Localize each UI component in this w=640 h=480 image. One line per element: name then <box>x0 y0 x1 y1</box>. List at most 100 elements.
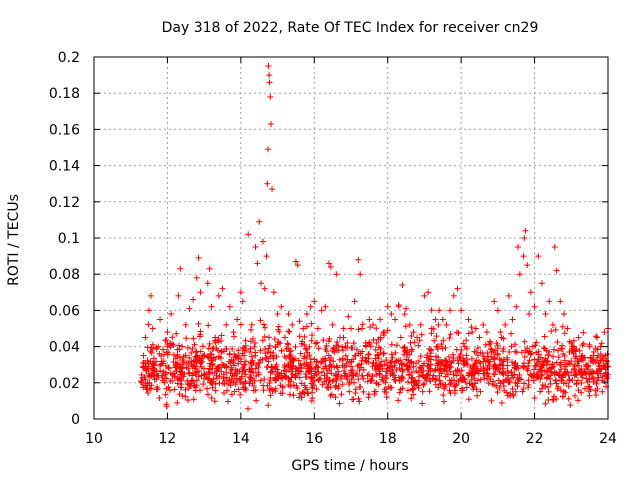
data-point <box>389 354 396 361</box>
data-point <box>538 367 545 374</box>
data-point <box>351 298 358 305</box>
data-point <box>432 366 439 373</box>
data-point <box>518 376 525 383</box>
data-point <box>408 379 415 386</box>
data-point <box>258 280 265 287</box>
data-point <box>171 370 178 377</box>
data-point <box>274 311 281 318</box>
data-point <box>204 280 211 287</box>
data-point <box>442 362 449 369</box>
data-point <box>251 377 258 384</box>
data-point <box>485 380 492 387</box>
data-point <box>315 345 322 352</box>
data-point <box>237 321 244 328</box>
data-point <box>542 355 549 362</box>
data-point <box>435 384 442 391</box>
data-point <box>313 371 320 378</box>
data-point <box>276 372 283 379</box>
data-point <box>205 322 212 329</box>
data-point <box>269 186 276 193</box>
data-point <box>356 362 363 369</box>
y-tick-label: 0 <box>71 412 80 428</box>
data-point <box>177 363 184 370</box>
data-point <box>191 341 198 348</box>
data-point <box>185 360 192 367</box>
data-point <box>472 359 479 366</box>
data-point <box>388 351 395 358</box>
x-tick-labels: 10 12 14 16 18 20 22 24 <box>85 431 617 447</box>
data-point <box>455 329 462 336</box>
data-point <box>561 352 568 359</box>
data-point <box>504 370 511 377</box>
data-point <box>247 368 254 375</box>
data-point <box>553 380 560 387</box>
data-point <box>532 362 539 369</box>
data-point <box>574 358 581 365</box>
data-point <box>473 357 480 364</box>
data-point <box>453 329 460 336</box>
data-point <box>160 358 167 365</box>
data-point <box>308 320 315 327</box>
data-point <box>184 344 191 351</box>
data-point <box>146 307 153 314</box>
data-point <box>142 383 149 390</box>
data-point <box>526 311 533 318</box>
data-point <box>576 347 583 354</box>
data-point <box>285 311 292 318</box>
data-point <box>154 384 161 391</box>
data-point <box>397 334 404 341</box>
data-point <box>190 296 197 303</box>
data-point <box>371 391 378 398</box>
data-point <box>160 346 167 353</box>
data-point <box>420 368 427 375</box>
data-point <box>512 341 519 348</box>
data-point <box>579 374 586 381</box>
data-point <box>497 361 504 368</box>
data-point <box>419 362 426 369</box>
data-point <box>582 361 589 368</box>
data-point <box>471 348 478 355</box>
data-point <box>379 376 386 383</box>
data-point <box>153 358 160 365</box>
data-point <box>483 329 490 336</box>
data-point <box>480 358 487 365</box>
data-point <box>595 360 602 367</box>
data-point <box>184 397 191 404</box>
data-point <box>272 374 279 381</box>
data-point <box>326 363 333 370</box>
data-point <box>393 342 400 349</box>
data-point <box>418 331 425 338</box>
data-point <box>138 379 145 386</box>
data-point <box>549 396 556 403</box>
data-point <box>590 359 597 366</box>
data-point <box>465 316 472 323</box>
data-point <box>583 375 590 382</box>
data-point <box>377 334 384 341</box>
data-point <box>404 351 411 358</box>
data-point <box>392 374 399 381</box>
data-point <box>349 345 356 352</box>
data-point <box>200 381 207 388</box>
data-point <box>546 369 553 376</box>
data-point <box>510 392 517 399</box>
data-point <box>279 390 286 397</box>
data-point <box>348 358 355 365</box>
data-point <box>599 357 606 364</box>
data-point <box>395 301 402 308</box>
data-point <box>416 373 423 380</box>
data-point <box>415 342 422 349</box>
data-point <box>266 387 273 394</box>
data-point <box>567 402 574 409</box>
data-point <box>228 391 235 398</box>
data-point <box>206 265 213 272</box>
data-point <box>267 368 274 375</box>
data-point <box>318 369 325 376</box>
data-point <box>198 358 205 365</box>
data-point <box>447 368 454 375</box>
data-point <box>480 321 487 328</box>
data-point <box>183 364 190 371</box>
data-point <box>190 396 197 403</box>
data-point <box>485 362 492 369</box>
data-point <box>512 379 519 386</box>
data-point <box>556 369 563 376</box>
